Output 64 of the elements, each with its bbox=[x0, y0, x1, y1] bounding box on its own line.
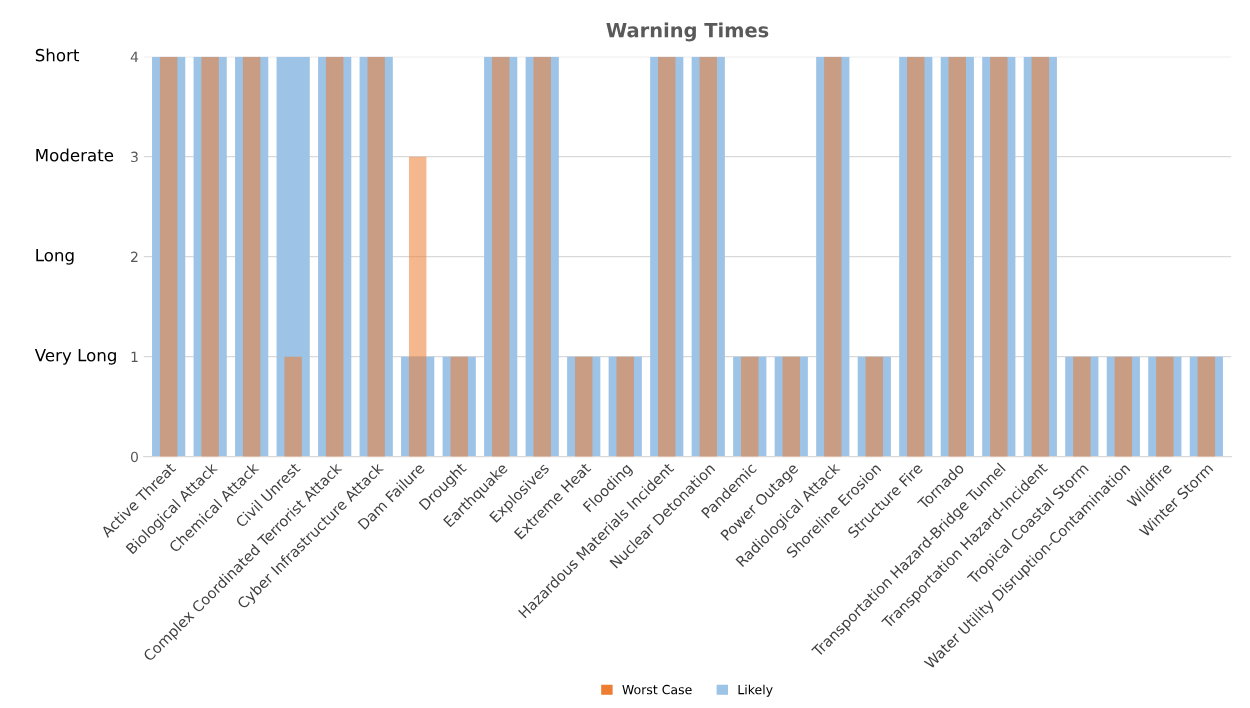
bar bbox=[367, 56, 385, 457]
bar bbox=[159, 56, 178, 457]
bar bbox=[359, 56, 393, 457]
bar bbox=[284, 356, 302, 457]
bar bbox=[318, 56, 352, 457]
bar bbox=[450, 356, 468, 457]
bar bbox=[1156, 356, 1174, 457]
bar bbox=[982, 56, 1016, 457]
bar bbox=[782, 356, 800, 457]
bar bbox=[201, 56, 219, 457]
bar bbox=[575, 356, 593, 457]
bar bbox=[733, 356, 767, 457]
y-tick-label: 3 bbox=[131, 151, 138, 163]
bar bbox=[616, 356, 634, 457]
bar bbox=[1065, 356, 1099, 457]
legend-label: Worst Case bbox=[622, 684, 692, 695]
bar bbox=[1031, 56, 1050, 457]
bar bbox=[442, 356, 476, 457]
bar bbox=[741, 356, 759, 457]
bar bbox=[699, 56, 717, 457]
bar bbox=[484, 56, 518, 457]
chart-title: Warning Times bbox=[606, 22, 769, 42]
bar bbox=[650, 56, 684, 457]
text: Moderate bbox=[36, 148, 114, 162]
bar bbox=[1148, 356, 1182, 457]
bar bbox=[907, 56, 925, 457]
bar bbox=[816, 56, 850, 457]
bar bbox=[235, 56, 269, 457]
bar bbox=[325, 56, 344, 457]
bar bbox=[990, 56, 1008, 457]
bar bbox=[1073, 356, 1091, 457]
bar bbox=[1189, 356, 1223, 457]
bar bbox=[1197, 356, 1216, 457]
bar bbox=[857, 356, 891, 457]
bar bbox=[1106, 356, 1140, 457]
text: Long bbox=[36, 249, 74, 265]
bar bbox=[567, 356, 601, 457]
bar bbox=[525, 56, 559, 457]
bar bbox=[940, 56, 974, 457]
bar bbox=[492, 56, 510, 457]
legend-label: Likely bbox=[738, 684, 773, 697]
bar bbox=[193, 56, 227, 457]
bar bbox=[608, 356, 642, 457]
bar bbox=[658, 56, 676, 457]
bar bbox=[408, 156, 427, 457]
text: Very Long bbox=[34, 349, 116, 365]
bar bbox=[824, 56, 842, 457]
y-tick-label: 4 bbox=[130, 51, 139, 62]
bar bbox=[401, 356, 435, 457]
bar bbox=[533, 56, 551, 457]
bar bbox=[152, 56, 186, 457]
text: Short bbox=[35, 48, 80, 62]
bar bbox=[276, 56, 310, 457]
y-tick-label: 1 bbox=[131, 351, 138, 362]
bar bbox=[242, 56, 261, 457]
bar bbox=[948, 56, 967, 457]
bar bbox=[899, 56, 933, 457]
bar bbox=[865, 356, 883, 457]
bar bbox=[1114, 356, 1133, 457]
bar bbox=[691, 56, 725, 457]
bar bbox=[1023, 56, 1057, 457]
y-tick-label: 2 bbox=[131, 251, 138, 262]
bar bbox=[774, 356, 808, 457]
y-tick-label: 0 bbox=[130, 451, 138, 463]
